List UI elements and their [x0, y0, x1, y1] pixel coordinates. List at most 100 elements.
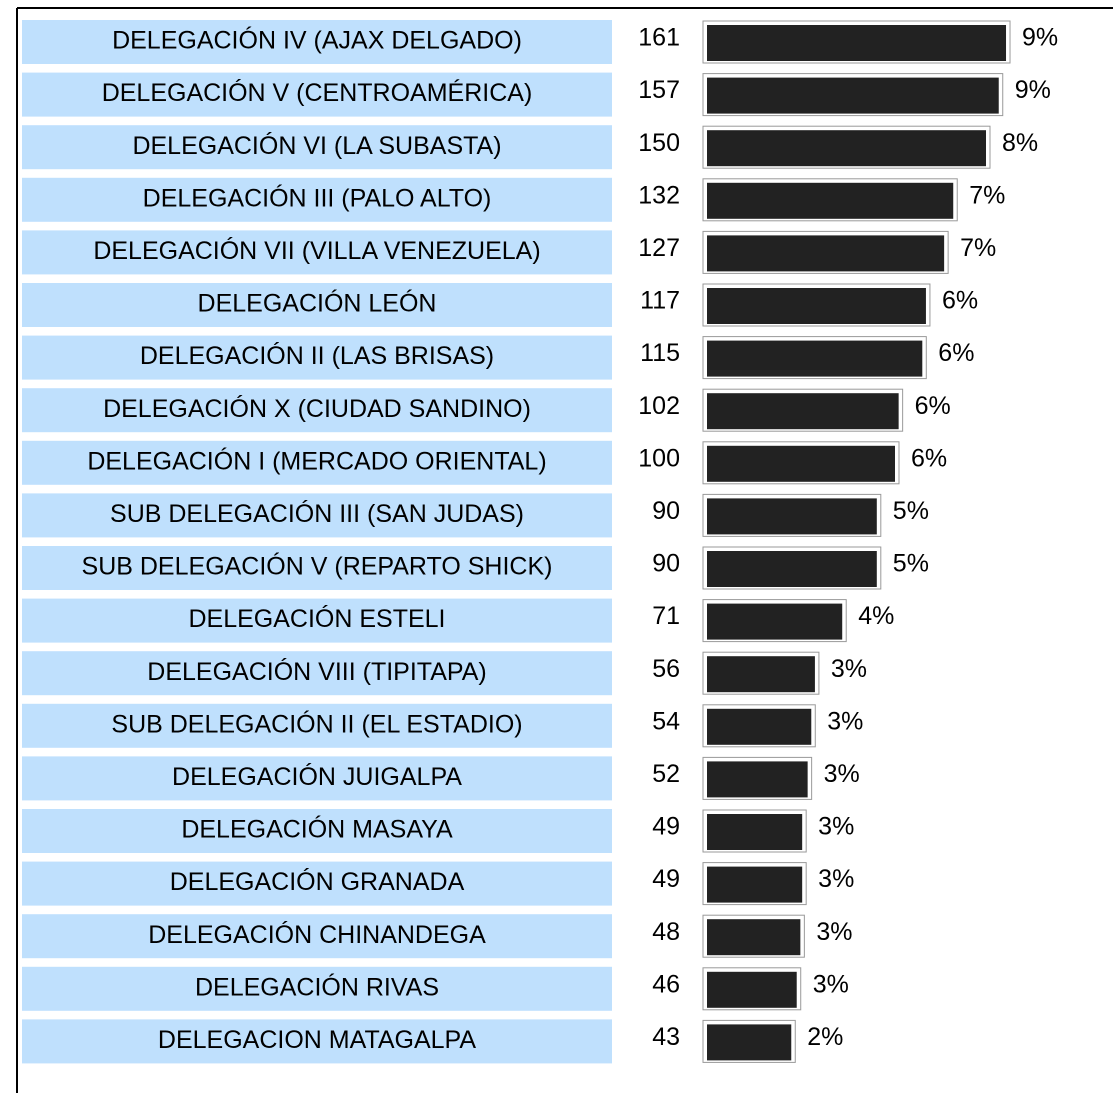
category-label: SUB DELEGACIÓN II (EL ESTADIO) [111, 709, 522, 738]
label-cell [22, 546, 612, 590]
bar [707, 393, 899, 430]
bar [707, 445, 895, 482]
bar [707, 603, 843, 640]
label-cell [22, 861, 612, 906]
percent-label: 7% [960, 234, 996, 262]
percent-label: 7% [969, 181, 1005, 209]
bar [707, 498, 877, 535]
bar [707, 919, 801, 956]
percent-label: 6% [942, 287, 978, 315]
count-label: 49 [652, 813, 680, 841]
category-label: DELEGACIÓN ESTELI [188, 604, 445, 633]
count-label: 117 [640, 287, 680, 315]
percent-label: 9% [1015, 76, 1051, 104]
label-cell [22, 20, 612, 64]
category-label: DELEGACIÓN CHINANDEGA [148, 920, 486, 949]
bar [707, 814, 803, 850]
count-label: 54 [652, 707, 680, 735]
count-label: 48 [652, 918, 680, 946]
percent-label: 5% [893, 497, 929, 525]
bar [707, 708, 812, 745]
label-cell [22, 177, 612, 222]
bar [707, 340, 923, 377]
bar [707, 1024, 792, 1061]
percent-label: 3% [827, 707, 863, 735]
label-cell [22, 72, 612, 117]
category-label: DELEGACIÓN V (CENTROAMÉRICA) [102, 78, 533, 107]
count-label: 49 [652, 865, 680, 893]
percent-label: 2% [807, 1023, 843, 1051]
percent-label: 8% [1002, 129, 1038, 157]
bar [707, 130, 986, 167]
count-label: 90 [652, 550, 680, 578]
percent-label: 3% [816, 918, 852, 946]
count-label: 52 [652, 760, 680, 788]
count-label: 115 [640, 339, 680, 367]
category-label: DELEGACIÓN II (LAS BRISAS) [140, 341, 494, 370]
category-label: DELEGACIÓN X (CIUDAD SANDINO) [103, 394, 531, 423]
label-cell [22, 598, 612, 643]
percent-label: 3% [818, 865, 854, 893]
percent-label: 6% [915, 392, 951, 420]
category-label: DELEGACIÓN VII (VILLA VENEZUELA) [93, 236, 540, 265]
category-label: DELEGACIÓN I (MERCADO ORIENTAL) [87, 446, 546, 475]
bar [707, 77, 999, 114]
label-cell [22, 230, 612, 275]
label-cell [22, 651, 612, 696]
count-label: 56 [652, 655, 680, 683]
percent-label: 3% [813, 970, 849, 998]
percent-label: 3% [818, 813, 854, 841]
count-label: 157 [638, 76, 680, 104]
count-label: 102 [638, 392, 680, 420]
label-cell [22, 388, 612, 433]
label-cell [22, 703, 612, 748]
percent-label: 4% [858, 602, 894, 630]
category-label: DELEGACIÓN GRANADA [170, 867, 465, 896]
category-label: DELEGACIÓN RIVAS [195, 972, 439, 1001]
label-cell [22, 125, 612, 170]
category-label: SUB DELEGACIÓN V (REPARTO SHICK) [82, 552, 553, 581]
label-cell [22, 283, 612, 327]
bar [707, 866, 803, 903]
category-label: DELEGACIÓN IV (AJAX DELGADO) [112, 26, 522, 55]
bar [707, 971, 797, 1008]
category-label: DELEGACIÓN LEÓN [198, 289, 437, 318]
bar [707, 182, 954, 219]
count-label: 100 [638, 444, 680, 472]
percent-label: 6% [911, 444, 947, 472]
label-cell [22, 335, 612, 380]
label-cell [22, 966, 612, 1011]
category-label: DELEGACIÓN VIII (TIPITAPA) [147, 657, 486, 686]
bar [707, 25, 1007, 61]
category-label: DELEGACIÓN JUIGALPA [172, 762, 462, 791]
count-label: 71 [652, 602, 680, 630]
label-cell [22, 493, 612, 538]
label-cell [22, 440, 612, 485]
category-label: DELEGACIÓN MASAYA [181, 815, 453, 844]
category-label: DELEGACION MATAGALPA [158, 1026, 476, 1054]
count-label: 90 [652, 497, 680, 525]
count-label: 161 [638, 24, 680, 52]
bar [707, 551, 877, 587]
count-label: 46 [652, 970, 680, 998]
count-label: 43 [652, 1023, 680, 1051]
bar [707, 656, 815, 693]
label-cell [22, 914, 612, 959]
percent-label: 9% [1022, 24, 1058, 52]
bar [707, 761, 808, 798]
count-label: 132 [638, 181, 680, 209]
bar [707, 288, 926, 324]
label-cell [22, 756, 612, 801]
category-label: DELEGACIÓN III (PALO ALTO) [143, 183, 492, 212]
percent-label: 3% [824, 760, 860, 788]
label-cell [22, 809, 612, 853]
bar [707, 235, 945, 272]
count-label: 150 [638, 129, 680, 157]
percent-label: 5% [893, 550, 929, 578]
count-label: 127 [638, 234, 680, 262]
category-label: DELEGACIÓN VI (LA SUBASTA) [132, 131, 501, 160]
percent-label: 3% [831, 655, 867, 683]
percent-label: 6% [938, 339, 974, 367]
category-label: SUB DELEGACIÓN III (SAN JUDAS) [110, 499, 524, 528]
